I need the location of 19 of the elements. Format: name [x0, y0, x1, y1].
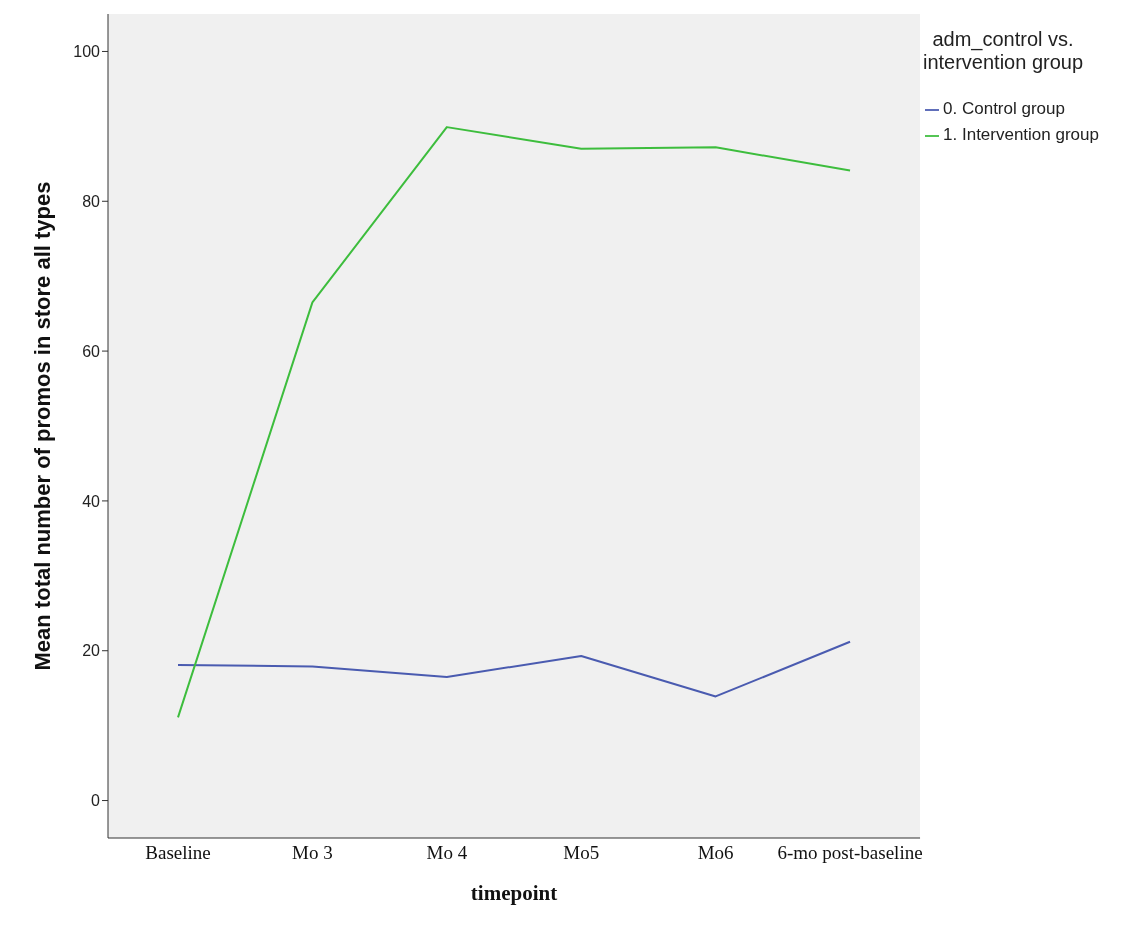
line-series [177, 640, 852, 698]
x-tick-label: Baseline [145, 842, 211, 864]
x-tick-label: Mo 3 [292, 842, 333, 864]
legend-label: 0. Control group [943, 99, 1065, 118]
y-tick-label: 80 [82, 192, 101, 210]
y-tick-label: 0 [91, 792, 101, 810]
x-tick-label: Mo 4 [426, 842, 468, 864]
y-tick-label: 60 [82, 342, 101, 360]
x-tick-label: Mo6 [697, 842, 734, 864]
y-tick-label: 40 [82, 492, 101, 510]
y-tick-label: 20 [82, 642, 101, 660]
legend-label: 1. Intervention group [943, 125, 1099, 144]
x-tick-label: 6-mo post-baseline [777, 842, 923, 864]
x-tick-label: Mo5 [563, 842, 600, 864]
x-axis-title: timepoint [470, 881, 558, 905]
y-tick-label: 100 [73, 43, 101, 61]
line-series [177, 126, 852, 719]
legend-title: adm_control vs. intervention group [921, 28, 1085, 74]
y-axis-title: Mean total number of promos in store all types [29, 181, 55, 671]
